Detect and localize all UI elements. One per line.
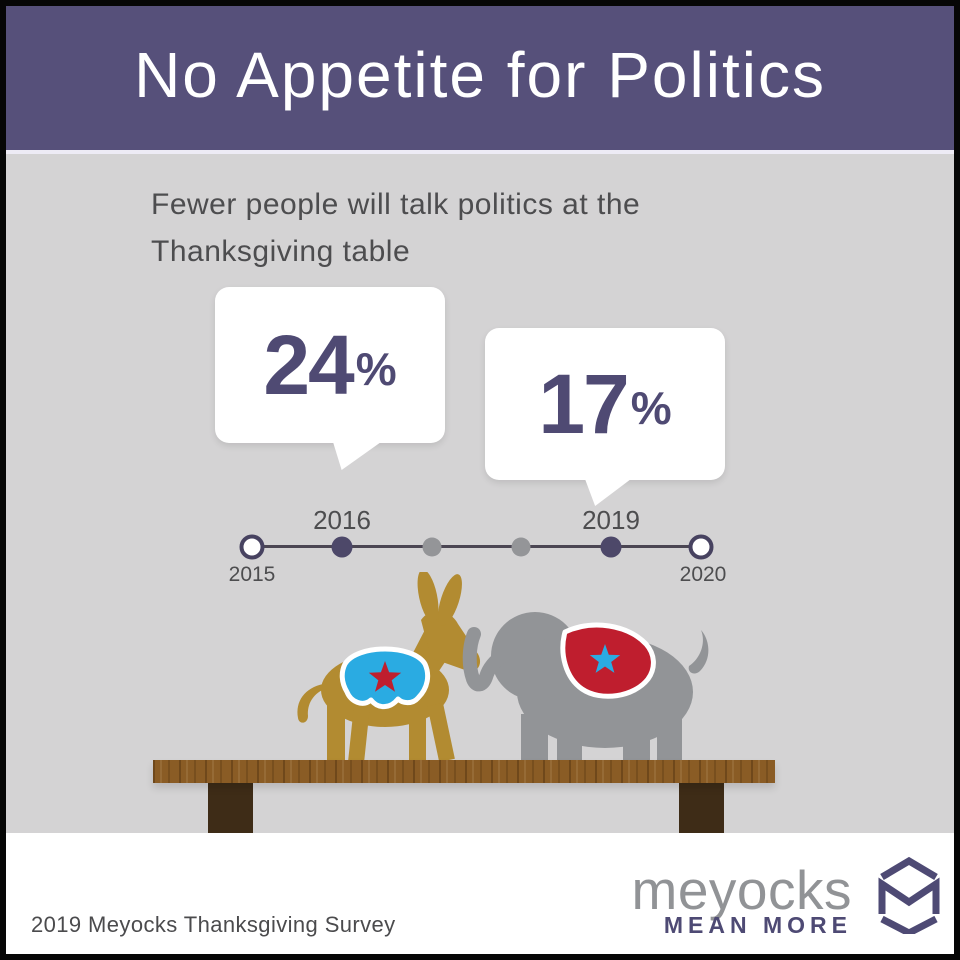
timeline-dot-2019 <box>600 536 622 558</box>
meyocks-logo-icon <box>878 856 940 934</box>
timeline-axis <box>252 545 701 548</box>
stat-2016: 24% <box>263 317 396 414</box>
timeline-dot-2020 <box>688 534 714 560</box>
header-band: No Appetite for Politics <box>0 0 960 154</box>
brand-wordmark: meyocks <box>631 859 852 921</box>
elephant-trunk <box>462 627 546 692</box>
elephant-tail <box>688 630 709 674</box>
body-background <box>0 154 960 833</box>
star-icon <box>368 661 402 692</box>
bench-leg-left <box>208 783 253 833</box>
brand-tagline: MEAN MORE <box>663 912 852 938</box>
timeline-label-2015: 2015 <box>228 563 276 586</box>
stat-2019: 17% <box>538 356 671 453</box>
timeline-label-2016: 2016 <box>313 505 371 535</box>
bench-leg-right <box>679 783 724 833</box>
donkey-ear-left <box>417 572 439 623</box>
source-text: 2019 Meyocks Thanksgiving Survey <box>31 912 396 937</box>
timeline-dot-2017 <box>422 537 442 557</box>
bench-top <box>153 760 775 783</box>
timeline-dot-2016 <box>331 536 353 558</box>
subtitle: Fewer people will talk politics at the T… <box>151 188 641 268</box>
star-icon <box>589 644 621 673</box>
stat-unit-2019: % <box>630 381 672 434</box>
elephant-illustration <box>462 612 709 764</box>
speech-bubble-2016: 24% <box>215 287 445 470</box>
timeline-dot-2015 <box>239 534 265 560</box>
timeline-label-2019: 2019 <box>582 505 640 535</box>
donkey-illustration <box>297 572 481 763</box>
page-title: No Appetite for Politics <box>134 39 826 111</box>
donkey-ear-right <box>438 574 462 626</box>
speech-bubble-2019: 17% <box>485 328 725 506</box>
stat-value-2016: 24 <box>263 317 354 412</box>
stat-unit-2016: % <box>355 342 397 395</box>
timeline-label-2020: 2020 <box>679 563 727 586</box>
timeline-dot-2018 <box>511 537 531 557</box>
donkey-tail <box>297 684 327 723</box>
stat-value-2019: 17 <box>538 356 629 451</box>
